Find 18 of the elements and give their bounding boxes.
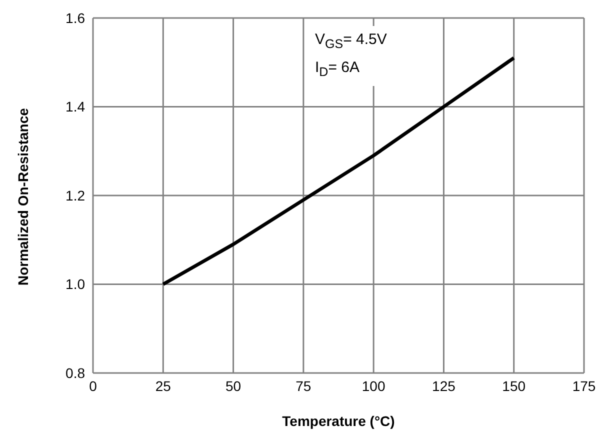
x-tick-label: 50 [225,378,242,394]
y-axis-title: Normalized On-Resistance [14,108,31,286]
y-tick-label: 1.4 [66,98,86,115]
y-tick-label: 1.2 [66,187,86,204]
y-tick-label: 0.8 [66,364,86,381]
x-tick-label: 125 [432,378,456,394]
x-tick-label: 100 [362,378,386,394]
x-tick-label: 25 [155,378,172,394]
x-tick-label: 175 [572,378,596,394]
annotation: I$_{D}$= 6A [315,58,360,81]
line-series [161,56,516,286]
y-tick-label: 1.0 [66,276,86,292]
x-tick-label: 150 [502,378,526,394]
y-tick-label: 1.6 [66,10,86,26]
x-tick-label: 75 [296,378,312,394]
annotation: V$_{GS}$= 4.5V [315,30,387,53]
x-tick-label: 0 [89,378,98,394]
x-axis-title: Temperature (°C) [282,413,395,429]
